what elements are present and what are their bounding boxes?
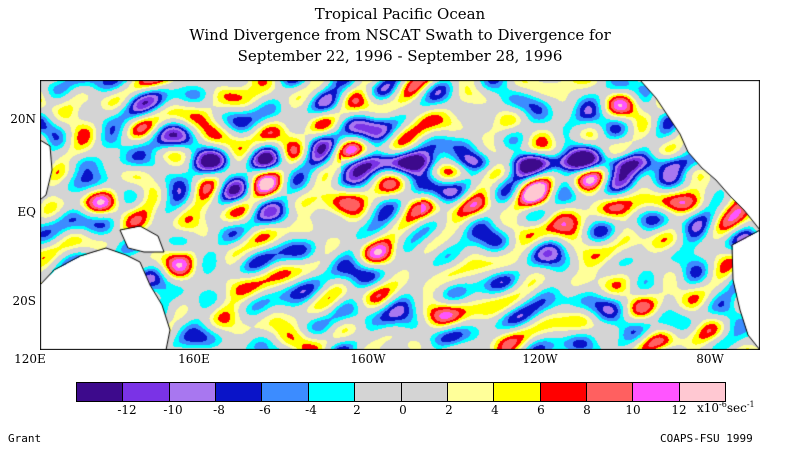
colorbar-tick: -10	[163, 403, 183, 417]
colorbar-tick: -6	[259, 403, 271, 417]
lat-label-20n: 20N	[10, 112, 36, 126]
lon-label-120w: 120W	[522, 352, 558, 366]
units-exponent: -6	[719, 400, 727, 409]
colorbar-swatch	[447, 383, 495, 401]
colorbar-tick: 4	[491, 403, 499, 417]
colorbar-tick: -4	[305, 403, 317, 417]
colorbar-swatch	[77, 383, 124, 401]
colorbar-tick: -12	[117, 403, 137, 417]
colorbar-swatch	[540, 383, 587, 401]
colorbar-swatch	[401, 383, 448, 401]
lat-label-20s: 20S	[12, 294, 37, 308]
colorbar-swatch	[494, 383, 541, 401]
lon-label-160w: 160W	[350, 352, 386, 366]
colorbar-tick: 2	[353, 403, 361, 417]
colorbar-swatch	[679, 383, 726, 401]
colorbar-swatch	[633, 383, 680, 401]
credit-label: COAPS-FSU 1999	[660, 432, 753, 445]
title-line-3: September 22, 1996 - September 28, 1996	[237, 47, 563, 65]
lon-label-80w: 80W	[696, 352, 724, 366]
lat-label-eq: EQ	[17, 205, 36, 219]
colorbar-tick: 2	[445, 403, 453, 417]
title-line-1: Tropical Pacific Ocean	[314, 5, 486, 23]
colorbar	[76, 382, 726, 402]
colorbar-swatch	[355, 383, 402, 401]
colorbar-swatch	[216, 383, 263, 401]
author-label: Grant	[8, 432, 42, 445]
colorbar-swatch	[308, 383, 356, 401]
colorbar-tick: 0	[399, 403, 407, 417]
lon-label-120e: 120E	[14, 352, 46, 366]
units-suffix: sec	[726, 401, 747, 415]
colorbar-tick: 6	[537, 403, 545, 417]
units-exponent-2: -1	[746, 400, 755, 409]
title-line-2: Wind Divergence from NSCAT Swath to Dive…	[189, 26, 611, 44]
colorbar-tick: 10	[625, 403, 641, 417]
colorbar-swatch	[123, 383, 170, 401]
colorbar-swatch	[262, 383, 309, 401]
colorbar-tick: -8	[213, 403, 225, 417]
divergence-map	[40, 80, 760, 350]
colorbar-units: x10-6sec-1	[697, 400, 755, 415]
lon-label-160e: 160E	[178, 352, 210, 366]
colorbar-swatch	[169, 383, 217, 401]
colorbar-swatch	[586, 383, 634, 401]
units-prefix: x10	[697, 401, 720, 415]
colorbar-tick: 12	[671, 403, 687, 417]
colorbar-tick: 8	[583, 403, 591, 417]
